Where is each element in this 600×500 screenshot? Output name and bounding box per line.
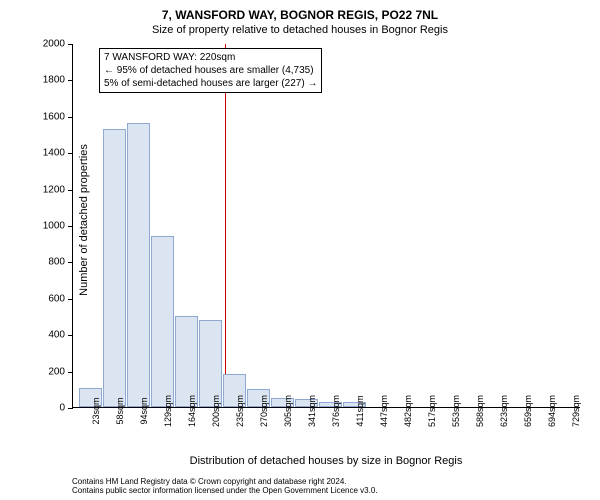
y-tick-label: 600 — [48, 293, 65, 304]
x-axis-label: Distribution of detached houses by size … — [72, 455, 580, 467]
y-tick — [68, 226, 73, 227]
y-tick-label: 1600 — [43, 111, 65, 122]
chart-title: 7, WANSFORD WAY, BOGNOR REGIS, PO22 7NL — [0, 0, 600, 22]
y-tick — [68, 335, 73, 336]
chart-subtitle: Size of property relative to detached ho… — [0, 22, 600, 36]
x-tick-label: 729sqm — [571, 395, 581, 427]
y-tick — [68, 80, 73, 81]
x-tick-label: 376sqm — [331, 395, 341, 427]
y-tick — [68, 372, 73, 373]
x-tick-label: 305sqm — [283, 395, 293, 427]
histogram-bar — [127, 123, 150, 407]
histogram-bar — [103, 129, 126, 407]
x-tick-label: 164sqm — [187, 395, 197, 427]
y-tick — [68, 117, 73, 118]
x-tick-label: 129sqm — [163, 395, 173, 427]
reference-line — [225, 44, 226, 407]
y-tick-label: 0 — [59, 403, 65, 414]
x-tick-label: 200sqm — [211, 395, 221, 427]
x-tick-label: 94sqm — [139, 397, 149, 424]
annotation-line: 5% of semi-detached houses are larger (2… — [104, 77, 317, 90]
x-tick-label: 270sqm — [259, 395, 269, 427]
x-tick-label: 588sqm — [475, 395, 485, 427]
y-tick-label: 1400 — [43, 148, 65, 159]
histogram-bar — [151, 236, 174, 407]
plot-area: 7 WANSFORD WAY: 220sqm← 95% of detached … — [72, 44, 580, 408]
y-tick-label: 400 — [48, 330, 65, 341]
x-tick-label: 659sqm — [523, 395, 533, 427]
y-tick — [68, 153, 73, 154]
x-tick-label: 411sqm — [355, 395, 365, 426]
histogram-bar — [199, 320, 222, 407]
x-tick-label: 23sqm — [91, 397, 101, 424]
y-tick — [68, 44, 73, 45]
y-tick-label: 800 — [48, 257, 65, 268]
x-tick-label: 447sqm — [379, 395, 389, 427]
y-tick — [68, 262, 73, 263]
annotation-line: 7 WANSFORD WAY: 220sqm — [104, 51, 317, 64]
annotation-line: ← 95% of detached houses are smaller (4,… — [104, 64, 317, 77]
y-tick — [68, 190, 73, 191]
x-tick-label: 482sqm — [403, 395, 413, 427]
y-tick — [68, 408, 73, 409]
x-tick-label: 553sqm — [451, 395, 461, 427]
x-tick-label: 517sqm — [427, 395, 437, 427]
y-tick-label: 2000 — [43, 39, 65, 50]
y-tick-label: 1800 — [43, 75, 65, 86]
y-tick-label: 1000 — [43, 221, 65, 232]
y-tick — [68, 299, 73, 300]
x-tick-label: 341sqm — [307, 395, 317, 427]
x-tick-label: 623sqm — [499, 395, 509, 427]
x-tick-label: 235sqm — [235, 395, 245, 427]
y-tick-label: 1200 — [43, 184, 65, 195]
attribution-line: Contains HM Land Registry data © Crown c… — [72, 477, 378, 487]
histogram-bar — [175, 316, 198, 407]
attribution-line: Contains public sector information licen… — [72, 486, 378, 496]
annotation-box: 7 WANSFORD WAY: 220sqm← 95% of detached … — [99, 48, 322, 93]
x-tick-label: 694sqm — [547, 395, 557, 427]
y-tick-label: 200 — [48, 366, 65, 377]
histogram-chart: 7, WANSFORD WAY, BOGNOR REGIS, PO22 7NL … — [0, 0, 600, 500]
attribution-text: Contains HM Land Registry data © Crown c… — [72, 477, 378, 496]
x-tick-label: 58sqm — [115, 397, 125, 424]
